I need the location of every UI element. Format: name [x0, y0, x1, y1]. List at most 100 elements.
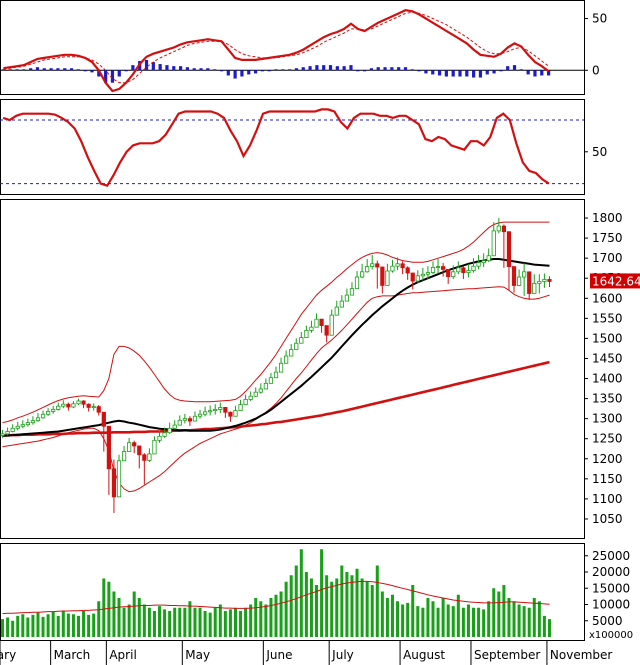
- volume-bar: [492, 588, 496, 637]
- volume-bar: [11, 620, 15, 637]
- macd-histogram-bar: [240, 70, 244, 77]
- volume-bar: [163, 609, 167, 637]
- volume-bar: [396, 601, 400, 637]
- candle-body: [71, 403, 76, 408]
- volume-bar: [416, 606, 420, 637]
- volume-bar: [406, 602, 410, 637]
- bollinger-lower-band: [2, 286, 550, 493]
- volume-bar: [71, 614, 75, 637]
- long-moving-average-line: [2, 360, 550, 437]
- volume-y-tick-label: 10000: [592, 598, 630, 612]
- macd-panel: 0 50: [0, 0, 607, 95]
- volume-bar: [41, 616, 45, 637]
- candle-body: [334, 306, 339, 316]
- price-y-tick-label: 1350: [592, 392, 623, 406]
- candle-body: [81, 400, 86, 405]
- volume-bar: [375, 565, 379, 637]
- volume-bar: [431, 601, 435, 637]
- volume-bar: [36, 612, 40, 637]
- candle-body: [289, 349, 294, 357]
- macd-histogram-bar: [247, 70, 251, 75]
- month-label: March: [54, 648, 91, 662]
- month-label: July: [331, 648, 354, 662]
- candle-body: [451, 271, 456, 278]
- macd-histogram-bar: [328, 65, 333, 71]
- volume-bar: [446, 604, 450, 637]
- rsi-frame: [0, 99, 585, 195]
- volume-unit-label: x100000: [589, 630, 633, 641]
- candle-body: [258, 388, 263, 393]
- macd-line: [3, 9, 550, 93]
- volume-bar: [401, 604, 405, 637]
- macd-histogram-bar: [322, 65, 326, 71]
- candle-body: [0, 433, 5, 436]
- candle-body: [304, 329, 309, 339]
- candle-body: [380, 266, 385, 286]
- macd-histogram-bar: [253, 70, 258, 74]
- candle-body: [187, 418, 193, 422]
- candle-body: [203, 411, 208, 415]
- macd-histogram-bar: [349, 65, 353, 71]
- candle-body: [182, 418, 187, 421]
- volume-bar: [532, 598, 536, 637]
- candle-body: [142, 454, 147, 461]
- candle-body: [10, 427, 15, 432]
- candle-body: [106, 425, 111, 470]
- candle-body: [192, 415, 198, 422]
- candle-body: [359, 271, 365, 278]
- volume-bar: [31, 614, 35, 637]
- month-label: May: [185, 648, 210, 662]
- candle-body: [66, 403, 71, 408]
- volume-bar: [82, 611, 86, 637]
- volume-bar: [218, 604, 222, 637]
- macd-histogram-bar: [15, 69, 19, 71]
- macd-histogram-bar: [158, 64, 162, 71]
- volume-bar: [198, 607, 202, 637]
- volume-bar: [522, 606, 526, 637]
- volume-y-tick-label: 5000: [592, 614, 623, 628]
- macd-histogram-bar: [172, 66, 176, 71]
- month-label: June: [265, 648, 292, 662]
- candle-body: [516, 276, 522, 286]
- volume-bar: [259, 601, 263, 637]
- macd-histogram-bar: [492, 70, 496, 74]
- volume-bar: [441, 598, 445, 637]
- macd-histogram-bar: [90, 70, 94, 73]
- price-y-tick-label: 1600: [592, 291, 623, 305]
- candle-body: [121, 451, 127, 462]
- month-label: August: [403, 648, 445, 662]
- volume-bar: [340, 565, 344, 637]
- candle-body: [101, 411, 106, 427]
- volume-bar: [380, 591, 384, 637]
- volume-bar: [426, 598, 430, 637]
- candle-body: [167, 427, 172, 434]
- candle-body: [233, 410, 238, 417]
- candle-body: [309, 326, 314, 331]
- macd-histogram-bar: [546, 70, 551, 76]
- candle-body: [248, 395, 253, 400]
- price-y-tick-label: 1550: [592, 311, 623, 325]
- macd-histogram-bar: [458, 70, 462, 77]
- candle-body: [268, 377, 274, 384]
- macd-histogram-bar: [301, 67, 305, 71]
- candle-body: [172, 424, 177, 429]
- macd-histogram-bar: [506, 66, 510, 71]
- macd-histogram-bar: [233, 70, 237, 79]
- volume-bar: [66, 613, 70, 637]
- volume-bar: [269, 598, 273, 637]
- macd-histogram-bar: [444, 70, 448, 77]
- volume-bar: [390, 594, 394, 637]
- price-y-tick-label: 1800: [592, 211, 623, 225]
- macd-histogram-bar: [199, 68, 203, 71]
- volume-bar: [92, 613, 96, 637]
- candle-body: [385, 270, 390, 286]
- price-y-tick-label: 1400: [592, 372, 623, 386]
- macd-histogram-bar: [342, 66, 346, 71]
- price-y-tick-label: 1750: [592, 231, 623, 245]
- volume-bar: [385, 598, 389, 637]
- candle-body: [5, 431, 10, 435]
- volume-moving-average-line: [2, 580, 550, 615]
- volume-bar: [61, 611, 65, 637]
- candle-body: [410, 272, 415, 282]
